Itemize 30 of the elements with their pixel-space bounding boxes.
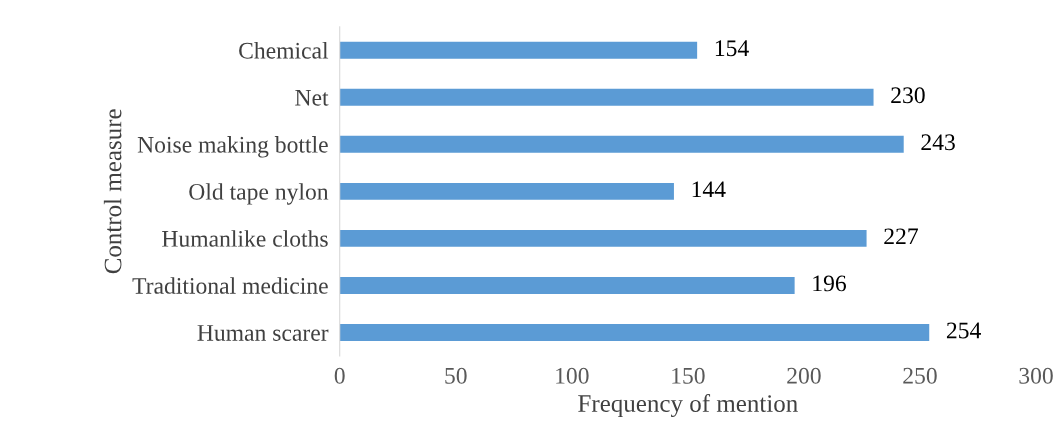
- x-axis-title: Frequency of mention: [578, 394, 798, 418]
- x-tick-label: 50: [445, 367, 467, 384]
- bar: [339, 229, 867, 247]
- data-label: 144: [692, 181, 726, 198]
- data-label: 227: [884, 228, 918, 245]
- bar: [339, 88, 874, 106]
- y-tick-label: Old tape nylon: [189, 183, 329, 205]
- y-tick-label: Human scarer: [197, 325, 329, 341]
- y-tick-label: Traditional medicine: [132, 277, 328, 294]
- bar: [339, 135, 904, 153]
- x-tick-label: 0: [334, 367, 345, 384]
- y-tick-label: Net: [295, 89, 329, 106]
- bar: [339, 324, 930, 341]
- data-label: 230: [891, 87, 925, 104]
- x-tick-label: 250: [903, 367, 937, 384]
- x-tick-label: 150: [672, 367, 705, 384]
- bar: [339, 41, 698, 59]
- x-tick-label: 300: [1019, 367, 1053, 384]
- bar: [339, 182, 674, 200]
- y-tick-label: Humanlike cloths: [162, 230, 328, 247]
- data-label: 254: [946, 322, 981, 339]
- data-label: 243: [921, 134, 955, 151]
- y-tick-label: Noise making bottle: [137, 136, 328, 158]
- x-tick-label: 200: [787, 367, 821, 384]
- x-tick-label: 100: [556, 367, 589, 384]
- data-label: 196: [813, 275, 846, 292]
- y-axis-title: Control measure: [103, 109, 122, 274]
- bar: [339, 276, 795, 294]
- data-label: 154: [715, 40, 749, 57]
- y-tick-label: Chemical: [239, 42, 329, 59]
